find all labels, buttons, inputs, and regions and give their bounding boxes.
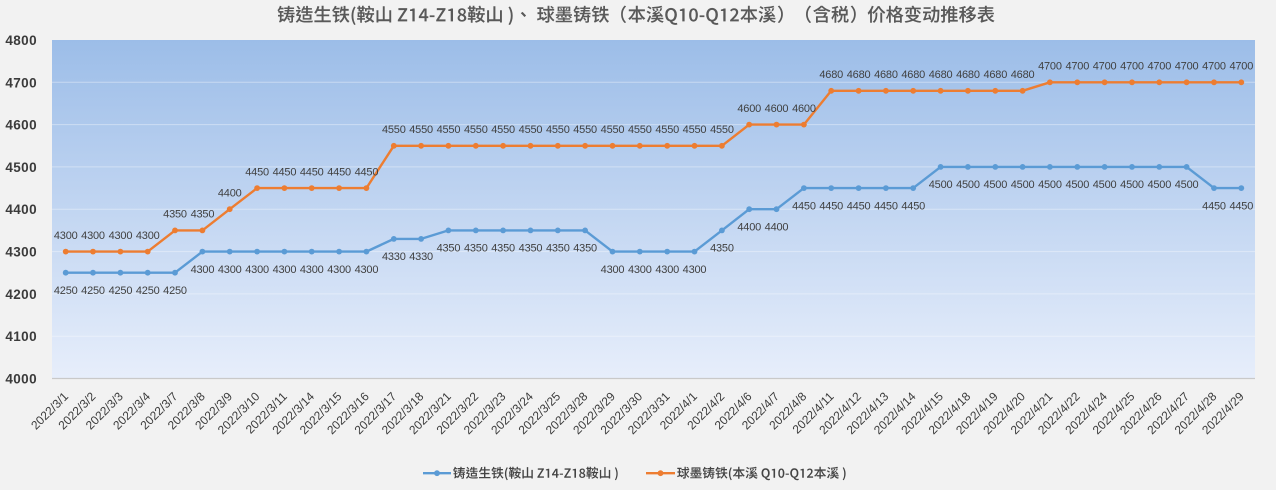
svg-text:4550: 4550: [464, 124, 488, 136]
svg-text:4300: 4300: [273, 264, 297, 276]
svg-text:4300: 4300: [245, 264, 269, 276]
svg-text:4550: 4550: [655, 124, 679, 136]
svg-text:4700: 4700: [1120, 61, 1144, 73]
svg-text:4300: 4300: [655, 264, 679, 276]
svg-text:4450: 4450: [327, 166, 351, 178]
svg-text:4600: 4600: [792, 103, 816, 115]
svg-text:4680: 4680: [1011, 69, 1035, 81]
svg-text:4250: 4250: [54, 285, 78, 297]
svg-text:4450: 4450: [245, 166, 269, 178]
svg-text:4500: 4500: [1038, 179, 1062, 191]
svg-text:4300: 4300: [355, 264, 379, 276]
svg-text:4550: 4550: [573, 124, 597, 136]
svg-text:4300: 4300: [601, 264, 625, 276]
svg-text:4700: 4700: [1202, 61, 1226, 73]
svg-text:4300: 4300: [683, 264, 707, 276]
svg-text:4300: 4300: [628, 264, 652, 276]
svg-text:4300: 4300: [300, 264, 324, 276]
svg-text:4400: 4400: [765, 221, 789, 233]
svg-text:4600: 4600: [5, 118, 37, 133]
svg-text:4500: 4500: [956, 179, 980, 191]
svg-text:4000: 4000: [5, 372, 37, 387]
svg-text:4450: 4450: [1229, 200, 1253, 212]
svg-text:4800: 4800: [5, 33, 37, 48]
svg-text:4680: 4680: [983, 69, 1007, 81]
svg-text:4500: 4500: [983, 179, 1007, 191]
svg-text:4250: 4250: [81, 285, 105, 297]
svg-text:4300: 4300: [136, 230, 160, 242]
svg-text:4680: 4680: [819, 69, 843, 81]
svg-text:4450: 4450: [847, 200, 871, 212]
svg-text:4300: 4300: [191, 264, 215, 276]
svg-text:4400: 4400: [218, 188, 242, 200]
svg-text:4250: 4250: [163, 285, 187, 297]
svg-text:4500: 4500: [1093, 179, 1117, 191]
svg-text:4550: 4550: [409, 124, 433, 136]
svg-text:4300: 4300: [218, 264, 242, 276]
svg-text:4200: 4200: [5, 287, 37, 302]
svg-text:4350: 4350: [437, 243, 461, 255]
svg-text:4300: 4300: [81, 230, 105, 242]
svg-text:4450: 4450: [792, 200, 816, 212]
svg-text:4700: 4700: [5, 75, 37, 90]
svg-text:4450: 4450: [273, 166, 297, 178]
svg-text:4550: 4550: [710, 124, 734, 136]
svg-text:4500: 4500: [929, 179, 953, 191]
svg-text:4250: 4250: [136, 285, 160, 297]
svg-text:4450: 4450: [901, 200, 925, 212]
svg-text:4700: 4700: [1038, 61, 1062, 73]
svg-text:4100: 4100: [5, 329, 37, 344]
svg-text:4300: 4300: [109, 230, 133, 242]
svg-text:4400: 4400: [737, 221, 761, 233]
svg-text:4450: 4450: [819, 200, 843, 212]
svg-text:4350: 4350: [163, 209, 187, 221]
svg-text:4600: 4600: [737, 103, 761, 115]
svg-text:4500: 4500: [1120, 179, 1144, 191]
svg-text:4500: 4500: [1175, 179, 1199, 191]
svg-text:4600: 4600: [765, 103, 789, 115]
svg-text:4350: 4350: [491, 243, 515, 255]
svg-text:4680: 4680: [956, 69, 980, 81]
svg-text:4250: 4250: [109, 285, 133, 297]
svg-text:4700: 4700: [1175, 61, 1199, 73]
svg-text:4550: 4550: [382, 124, 406, 136]
svg-text:4550: 4550: [628, 124, 652, 136]
svg-text:4680: 4680: [847, 69, 871, 81]
svg-text:4550: 4550: [683, 124, 707, 136]
svg-text:4500: 4500: [1065, 179, 1089, 191]
svg-text:4680: 4680: [874, 69, 898, 81]
svg-text:4500: 4500: [1011, 179, 1035, 191]
svg-text:4450: 4450: [1202, 200, 1226, 212]
svg-text:4680: 4680: [929, 69, 953, 81]
svg-text:4500: 4500: [1147, 179, 1171, 191]
svg-text:4350: 4350: [519, 243, 543, 255]
svg-text:4300: 4300: [327, 264, 351, 276]
svg-text:4700: 4700: [1229, 61, 1253, 73]
svg-text:4550: 4550: [601, 124, 625, 136]
svg-text:4500: 4500: [5, 160, 37, 175]
svg-text:4350: 4350: [710, 243, 734, 255]
svg-text:4550: 4550: [519, 124, 543, 136]
svg-text:4700: 4700: [1065, 61, 1089, 73]
svg-text:4350: 4350: [464, 243, 488, 255]
svg-text:4300: 4300: [54, 230, 78, 242]
svg-text:4330: 4330: [409, 251, 433, 263]
svg-text:4700: 4700: [1093, 61, 1117, 73]
svg-text:4450: 4450: [355, 166, 379, 178]
svg-text:4350: 4350: [191, 209, 215, 221]
svg-text:4680: 4680: [901, 69, 925, 81]
svg-text:4550: 4550: [491, 124, 515, 136]
svg-text:4330: 4330: [382, 251, 406, 263]
svg-text:4700: 4700: [1147, 61, 1171, 73]
svg-text:4400: 4400: [5, 202, 37, 217]
svg-text:4550: 4550: [546, 124, 570, 136]
svg-text:4550: 4550: [437, 124, 461, 136]
svg-text:4450: 4450: [874, 200, 898, 212]
svg-text:4350: 4350: [546, 243, 570, 255]
svg-text:4300: 4300: [5, 245, 37, 260]
svg-text:4350: 4350: [573, 243, 597, 255]
svg-text:4450: 4450: [300, 166, 324, 178]
